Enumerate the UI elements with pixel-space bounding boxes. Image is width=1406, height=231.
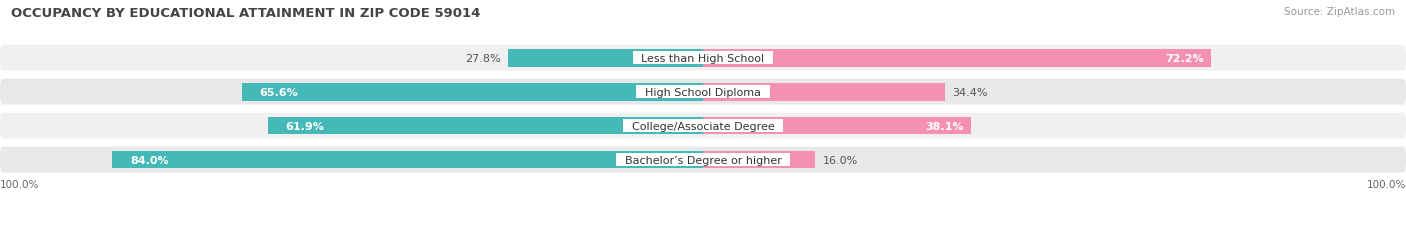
FancyBboxPatch shape bbox=[0, 79, 1406, 105]
FancyBboxPatch shape bbox=[0, 113, 1406, 139]
Text: 16.0%: 16.0% bbox=[823, 155, 858, 165]
Text: 34.4%: 34.4% bbox=[952, 87, 987, 97]
Bar bbox=[269, 117, 703, 135]
FancyBboxPatch shape bbox=[0, 147, 1406, 173]
Text: OCCUPANCY BY EDUCATIONAL ATTAINMENT IN ZIP CODE 59014: OCCUPANCY BY EDUCATIONAL ATTAINMENT IN Z… bbox=[11, 7, 481, 20]
Text: Source: ZipAtlas.com: Source: ZipAtlas.com bbox=[1284, 7, 1395, 17]
Bar bbox=[703, 117, 972, 135]
Text: College/Associate Degree: College/Associate Degree bbox=[624, 121, 782, 131]
Text: 84.0%: 84.0% bbox=[129, 155, 169, 165]
Bar bbox=[703, 83, 945, 101]
Text: 65.6%: 65.6% bbox=[260, 87, 298, 97]
Text: 27.8%: 27.8% bbox=[465, 54, 501, 64]
Text: 61.9%: 61.9% bbox=[285, 121, 325, 131]
FancyBboxPatch shape bbox=[0, 46, 1406, 71]
Text: 100.0%: 100.0% bbox=[0, 179, 39, 189]
Bar bbox=[112, 151, 703, 169]
Text: High School Diploma: High School Diploma bbox=[638, 87, 768, 97]
Bar bbox=[242, 83, 703, 101]
Text: 72.2%: 72.2% bbox=[1166, 54, 1204, 64]
Text: Bachelor’s Degree or higher: Bachelor’s Degree or higher bbox=[617, 155, 789, 165]
Bar bbox=[508, 50, 703, 67]
Bar bbox=[703, 151, 815, 169]
Text: 38.1%: 38.1% bbox=[925, 121, 965, 131]
Text: 100.0%: 100.0% bbox=[1367, 179, 1406, 189]
Text: Less than High School: Less than High School bbox=[634, 54, 772, 64]
Bar bbox=[703, 50, 1211, 67]
